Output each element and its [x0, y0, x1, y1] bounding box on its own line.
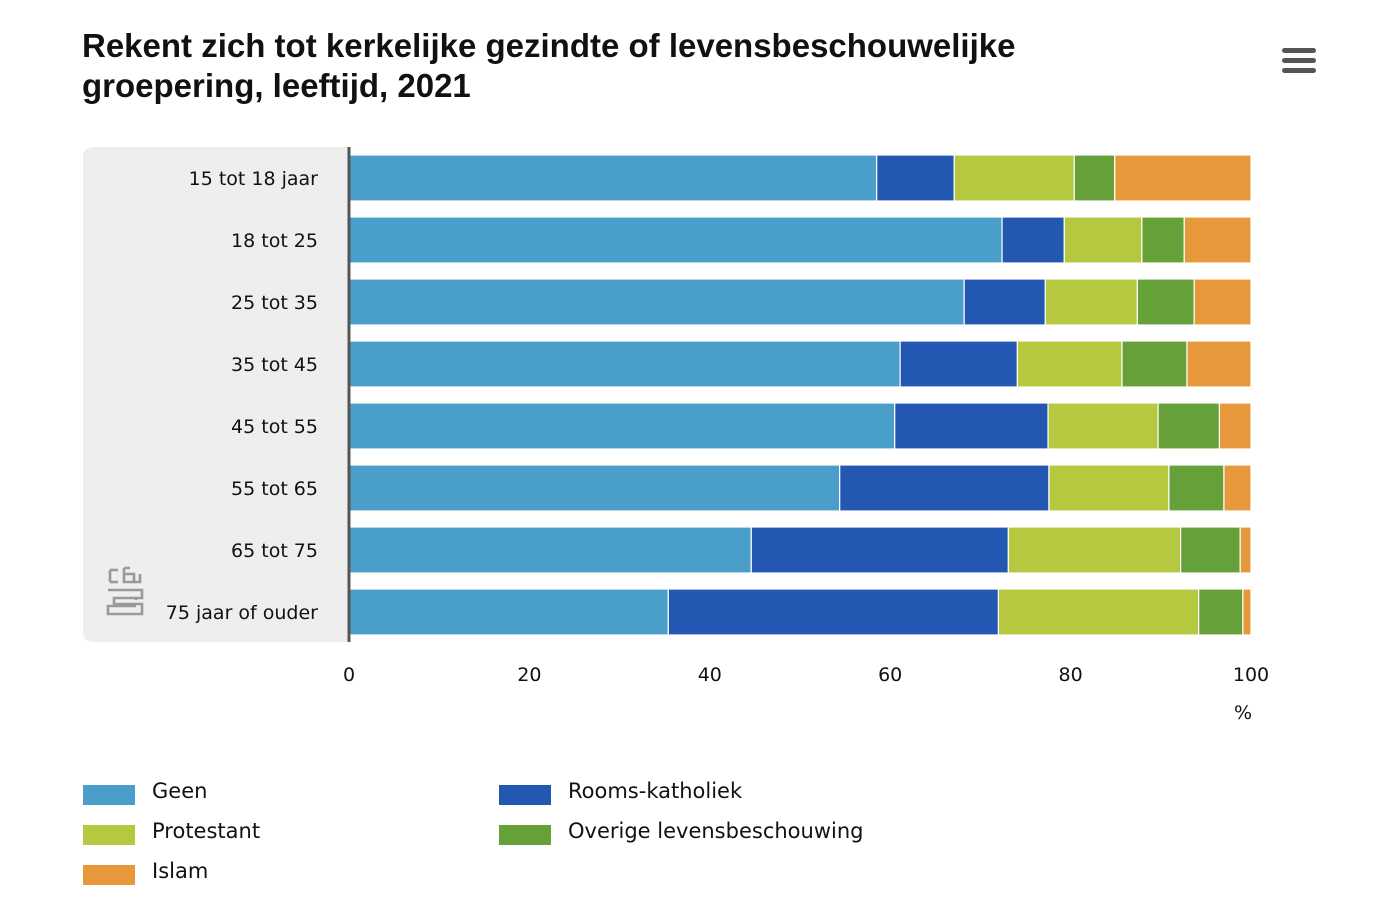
menu-line — [1282, 48, 1316, 53]
bar-segment — [348, 402, 896, 450]
bar-segment — [348, 588, 669, 636]
cbs-logo — [106, 566, 144, 616]
bar-segment — [1242, 588, 1252, 636]
bar-segment — [348, 464, 841, 512]
legend-label: Geen — [152, 779, 208, 803]
bar-segment — [348, 154, 878, 202]
x-tick-labels-group: 0 20 40 60 80 100 — [343, 664, 1269, 686]
bar-segment — [1073, 154, 1116, 202]
x-tick-label: 60 — [878, 664, 902, 686]
bar-segment — [899, 340, 1018, 388]
bar-segment — [1047, 402, 1159, 450]
bar-segment — [1048, 464, 1170, 512]
bar-segment — [1168, 464, 1225, 512]
x-tick-label: 80 — [1059, 664, 1083, 686]
x-axis-unit-label: % — [1234, 702, 1252, 724]
bar-segment — [1044, 278, 1138, 326]
bar-segment — [750, 526, 1009, 574]
legend-swatch — [499, 825, 551, 845]
chart-title: Rekent zich tot kerkelijke gezindte of l… — [82, 27, 1016, 104]
bar-segment — [1007, 526, 1182, 574]
legend-label: Overige levensbeschouwing — [568, 819, 864, 843]
legend-swatch — [83, 865, 135, 885]
legend-swatch — [499, 785, 551, 805]
bar-segment — [963, 278, 1046, 326]
category-label: 25 tot 35 — [231, 292, 318, 314]
x-tick-label: 100 — [1233, 664, 1269, 686]
bar-segment — [667, 588, 1000, 636]
bar-segment — [1183, 216, 1252, 264]
bar-segment — [1198, 588, 1244, 636]
bar-segment — [348, 340, 901, 388]
x-tick-label: 40 — [698, 664, 722, 686]
legend-label: Protestant — [152, 819, 261, 843]
category-label: 15 tot 18 jaar — [189, 168, 319, 190]
menu-line — [1282, 58, 1316, 63]
bar-segment — [839, 464, 1050, 512]
bar-segment — [1114, 154, 1252, 202]
bar-segment — [1141, 216, 1185, 264]
category-labels-group: 15 tot 18 jaar 18 tot 25 25 tot 35 35 tot 4… — [166, 168, 318, 624]
x-tick-label: 0 — [343, 664, 355, 686]
bar-segment — [1223, 464, 1252, 512]
bar-segment — [1186, 340, 1252, 388]
category-label: 18 tot 25 — [231, 230, 318, 252]
bar-segment — [1239, 526, 1252, 574]
x-tick-label: 20 — [517, 664, 541, 686]
bar-segment — [1218, 402, 1252, 450]
bar-segment — [894, 402, 1049, 450]
bar-segment — [1001, 216, 1065, 264]
menu-line — [1282, 68, 1316, 73]
bar-segment — [1016, 340, 1123, 388]
legend-label: Rooms-katholiek — [568, 779, 743, 803]
category-label-panel — [83, 147, 357, 642]
bar-segment — [1121, 340, 1188, 388]
legend-label: Islam — [152, 859, 209, 883]
bar-segment — [953, 154, 1075, 202]
category-label: 75 jaar of ouder — [166, 602, 318, 624]
category-label: 35 tot 45 — [231, 354, 318, 376]
legend-swatch — [83, 785, 135, 805]
bar-segment — [348, 216, 1003, 264]
bars-group — [348, 145, 1271, 644]
category-label: 65 tot 75 — [231, 540, 318, 562]
bar-segment — [1180, 526, 1241, 574]
bar-segment — [1063, 216, 1143, 264]
category-label: 45 tot 55 — [231, 416, 318, 438]
bar-segment — [1136, 278, 1195, 326]
legend-swatch — [83, 825, 135, 845]
bar-segment — [1193, 278, 1252, 326]
bar-segment — [997, 588, 1200, 636]
category-label: 55 tot 65 — [231, 478, 318, 500]
bar-segment — [348, 526, 752, 574]
bar-segment — [348, 278, 965, 326]
bar-segment — [1157, 402, 1221, 450]
hamburger-menu-icon[interactable] — [1280, 46, 1318, 76]
bar-segment — [876, 154, 955, 202]
